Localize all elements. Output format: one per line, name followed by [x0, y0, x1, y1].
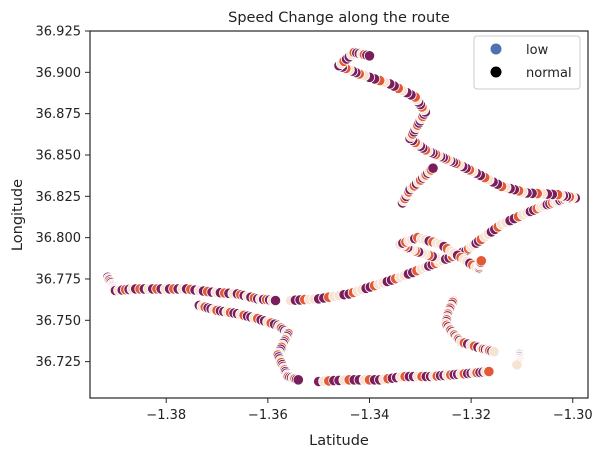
chart-title: Speed Change along the route: [228, 10, 450, 26]
x-axis-label: Latitude: [309, 433, 369, 449]
y-tick-label: 36.900: [36, 66, 82, 81]
data-point: [363, 50, 376, 62]
y-tick-label: 36.800: [36, 231, 82, 246]
y-tick-label: 36.825: [36, 190, 82, 205]
legend-label-low: low: [526, 43, 549, 58]
legend-marker-low: [490, 43, 502, 55]
plot-frame: [89, 30, 589, 399]
data-point: [427, 162, 439, 174]
data-point: [292, 374, 304, 386]
legend-marker-normal: [490, 66, 502, 78]
route-points: [102, 46, 581, 388]
y-tick-label: 36.875: [36, 107, 82, 122]
x-tick-label: −1.36: [248, 408, 288, 423]
y-tick-label: 36.850: [36, 148, 82, 163]
data-point: [488, 346, 500, 358]
y-tick-label: 36.725: [36, 355, 82, 370]
x-tick-label: −1.38: [146, 408, 186, 423]
y-axis-ticks: 36.725 36.750 36.775 36.800 36.825 36.850 36.8…: [36, 25, 90, 370]
legend: low normal: [473, 35, 581, 90]
data-point: [269, 294, 282, 307]
data-point: [475, 255, 487, 267]
y-tick-label: 36.775: [36, 272, 82, 287]
y-tick-label: 36.925: [36, 25, 82, 40]
data-point: [483, 365, 495, 378]
x-axis-ticks: −1.38 −1.36 −1.34 −1.32 −1.30: [146, 398, 593, 423]
y-axis-label: Longitude: [10, 179, 26, 251]
x-tick-label: −1.34: [350, 408, 390, 423]
x-tick-label: −1.30: [553, 408, 593, 423]
legend-label-normal: normal: [526, 66, 572, 81]
data-point: [511, 359, 523, 371]
x-tick-label: −1.32: [451, 408, 491, 423]
y-tick-label: 36.750: [36, 314, 82, 329]
